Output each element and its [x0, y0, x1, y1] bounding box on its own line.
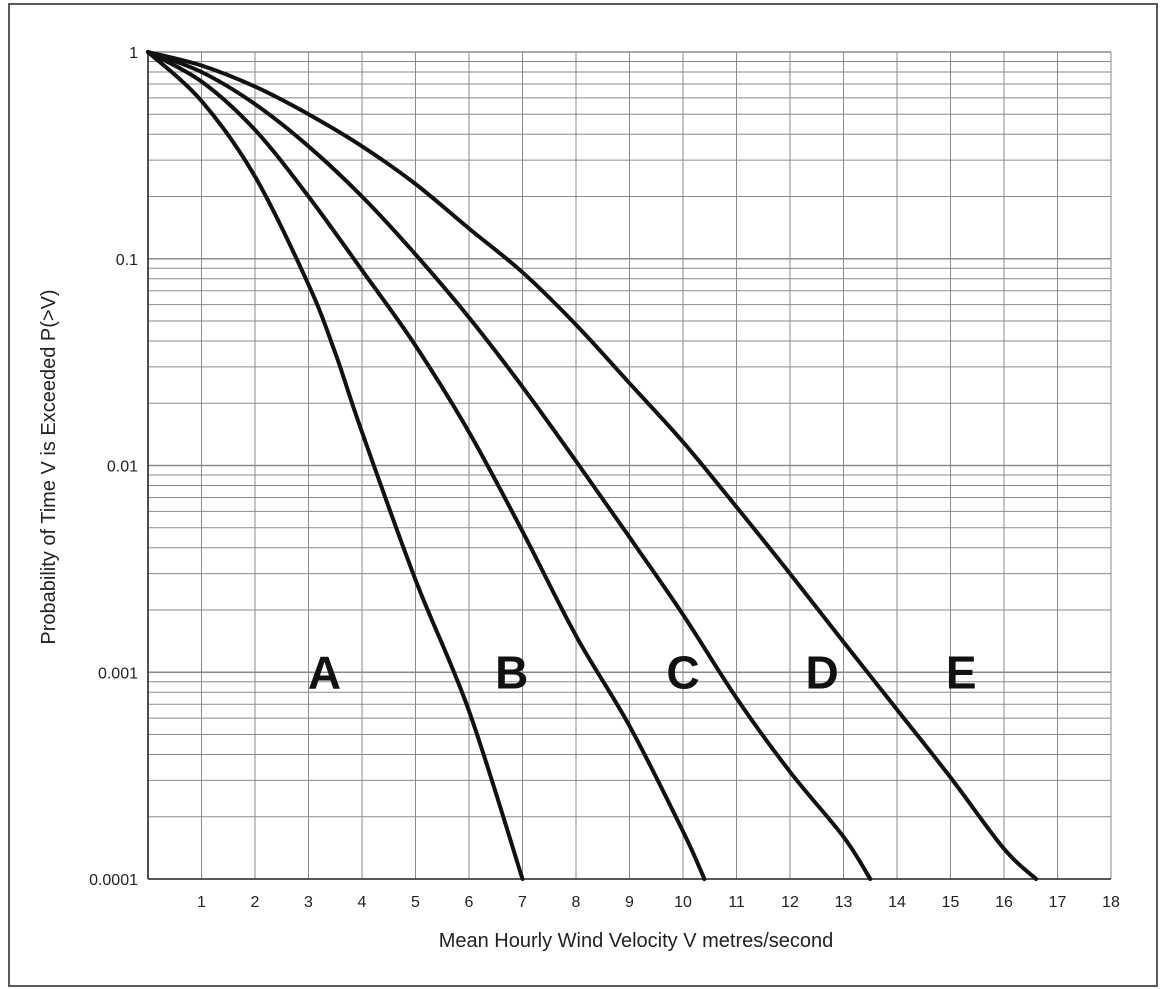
x-tick-label: 1 [197, 894, 206, 911]
y-axis-ticks: 1 0.1 0.01 0.001 0.0001 [89, 45, 138, 889]
curves [146, 50, 1039, 881]
grid [147, 51, 1112, 880]
x-axis-ticks: 1 2 3 4 5 6 7 8 9 10 11 12 13 14 15 16 17 18 [197, 894, 1120, 911]
x-tick-label: 5 [411, 894, 420, 911]
curve-a [146, 50, 525, 881]
region-label-a: A [308, 646, 341, 698]
curve-b [146, 50, 707, 881]
region-label-c: C [666, 646, 699, 698]
y-tick-label: 0.001 [98, 665, 138, 682]
x-tick-label: 18 [1102, 894, 1120, 911]
x-tick-label: 10 [674, 894, 692, 911]
y-axis-title: Probability of Time V is Exceeded P(>V) [38, 289, 60, 644]
y-tick-label: 1 [129, 45, 138, 62]
region-label-d: D [805, 646, 838, 698]
y-tick-label: 0.0001 [89, 872, 138, 889]
x-tick-label: 14 [888, 894, 906, 911]
region-label-b: B [495, 646, 528, 698]
y-tick-label: 0.01 [107, 459, 138, 476]
x-tick-label: 6 [465, 894, 474, 911]
x-tick-label: 9 [625, 894, 634, 911]
wind-probability-chart: 1 2 3 4 5 6 7 8 9 10 11 12 13 14 15 16 17 18 10.10.010.00… [38, 45, 1120, 952]
x-tick-label: 16 [995, 894, 1013, 911]
curve-d [146, 50, 1039, 881]
x-tick-label: 12 [781, 894, 799, 911]
x-tick-label: 3 [304, 894, 313, 911]
x-tick-label: 4 [358, 894, 367, 911]
x-tick-label: 11 [728, 894, 745, 911]
x-tick-label: 7 [518, 894, 527, 911]
curve-c [146, 50, 873, 881]
x-axis-title: Mean Hourly Wind Velocity V metres/secon… [439, 930, 834, 952]
x-tick-label: 13 [835, 894, 853, 911]
x-tick-label: 17 [1049, 894, 1067, 911]
x-tick-label: 8 [572, 894, 581, 911]
region-label-e: E [946, 646, 977, 698]
y-tick-label: 0.1 [116, 252, 138, 269]
x-tick-label: 15 [942, 894, 960, 911]
region-labels: A B C D E [308, 646, 977, 698]
x-tick-label: 2 [251, 894, 260, 911]
chart-frame: 1 2 3 4 5 6 7 8 9 10 11 12 13 14 15 16 17 18 1 0.1 0.01 0.00… [8, 3, 1158, 987]
